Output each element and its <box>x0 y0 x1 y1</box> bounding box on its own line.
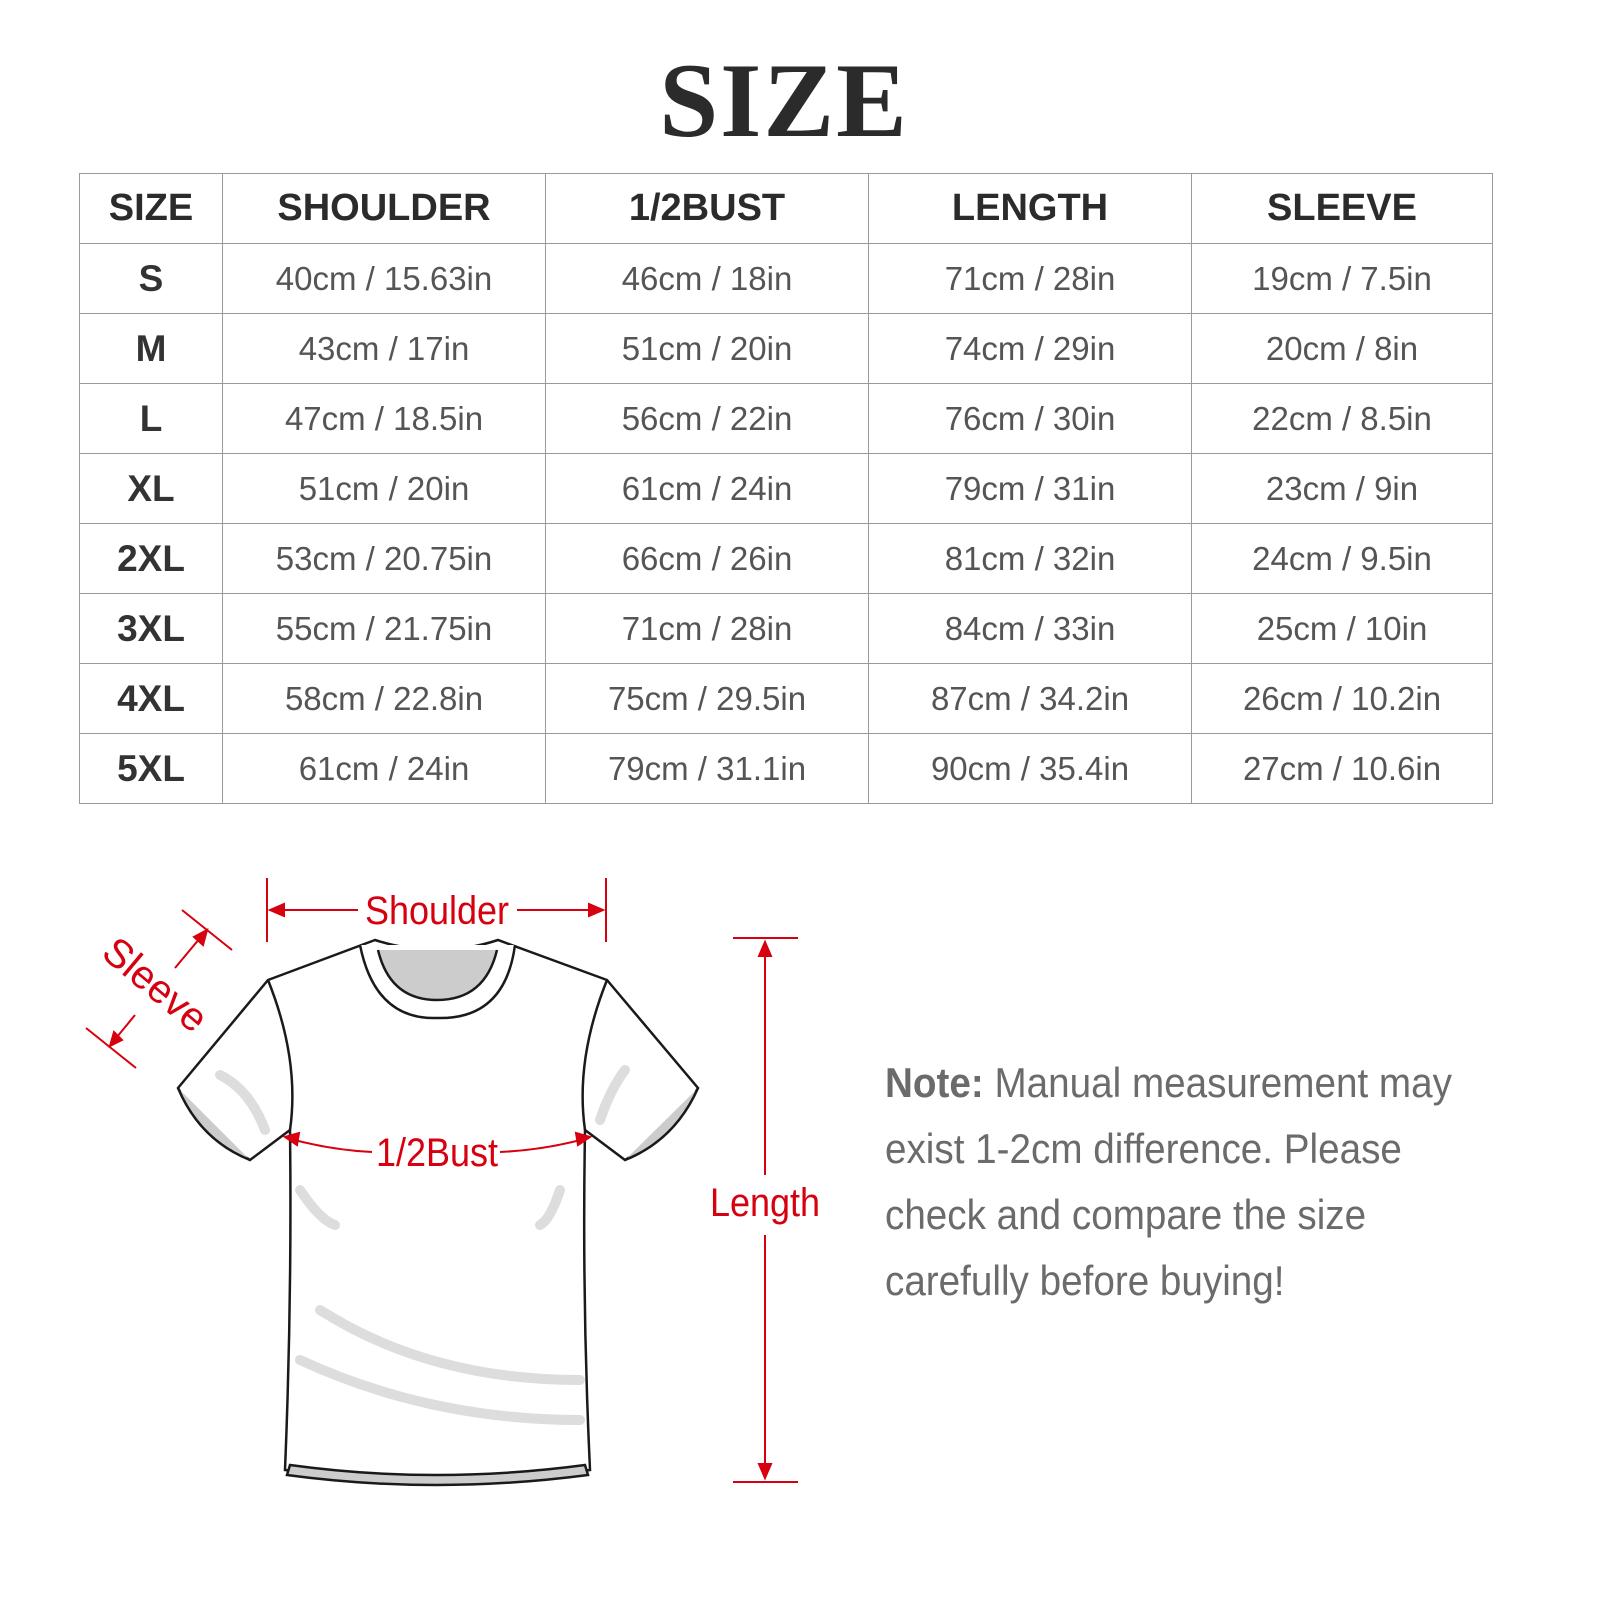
table-row: 5XL 61cm / 24in 79cm / 31.1in 90cm / 35.4in… <box>79 733 1493 804</box>
measurement-cell: 22cm / 8.5in <box>1191 383 1493 454</box>
size-cell: M <box>79 313 223 384</box>
table-row: M 43cm / 17in 51cm / 20in 74cm / 29in 20cm /… <box>79 313 1493 384</box>
measurement-cell: 47cm / 18.5in <box>222 383 546 454</box>
tshirt-measurement-diagram: Shoulder Sleeve 1/2Bust Length <box>85 878 820 1487</box>
column-header-shoulder: SHOULDER <box>222 173 546 244</box>
measurement-cell: 25cm / 10in <box>1191 593 1493 664</box>
size-cell: S <box>79 243 223 314</box>
measurement-cell: 66cm / 26in <box>545 523 869 594</box>
measurement-cell: 26cm / 10.2in <box>1191 663 1493 734</box>
measurement-cell: 51cm / 20in <box>222 453 546 524</box>
size-cell: L <box>79 383 223 454</box>
note-label: Note: <box>885 1059 984 1106</box>
table-row: L 47cm / 18.5in 56cm / 22in 76cm / 30in 22cm… <box>79 383 1493 454</box>
measurement-cell: 71cm / 28in <box>868 243 1192 314</box>
table-row: 3XL 55cm / 21.75in 71cm / 28in 84cm / 33in 2… <box>79 593 1493 664</box>
measurement-cell: 61cm / 24in <box>545 453 869 524</box>
bust-label: 1/2Bust <box>376 1131 498 1175</box>
measurement-cell: 75cm / 29.5in <box>545 663 869 734</box>
measurement-cell: 87cm / 34.2in <box>868 663 1192 734</box>
measurement-cell: 40cm / 15.63in <box>222 243 546 314</box>
measurement-cell: 74cm / 29in <box>868 313 1192 384</box>
column-header-length: LENGTH <box>868 173 1192 244</box>
size-cell: 2XL <box>79 523 223 594</box>
measurement-cell: 27cm / 10.6in <box>1191 733 1493 804</box>
sleeve-label: Sleeve <box>94 929 216 1041</box>
size-cell: 5XL <box>79 733 223 804</box>
measurement-cell: 90cm / 35.4in <box>868 733 1192 804</box>
measurement-cell: 79cm / 31in <box>868 453 1192 524</box>
column-header-sleeve: SLEEVE <box>1191 173 1493 244</box>
shoulder-label: Shoulder <box>365 889 509 933</box>
note-text: Manual measurement may exist 1-2cm diffe… <box>885 1059 1452 1304</box>
measurement-cell: 55cm / 21.75in <box>222 593 546 664</box>
measurement-cell: 81cm / 32in <box>868 523 1192 594</box>
measurement-cell: 84cm / 33in <box>868 593 1192 664</box>
size-cell: 3XL <box>79 593 223 664</box>
size-table: SIZE SHOULDER 1/2BUST LENGTH SLEEVE S 40cm / … <box>79 173 1493 804</box>
measurement-cell: 24cm / 9.5in <box>1191 523 1493 594</box>
measurement-cell: 79cm / 31.1in <box>545 733 869 804</box>
measurement-arrows <box>85 878 798 1483</box>
length-label: Length <box>710 1181 820 1225</box>
size-cell: 4XL <box>79 663 223 734</box>
table-row: 4XL 58cm / 22.8in 75cm / 29.5in 87cm / 34.2… <box>79 663 1493 734</box>
measurement-cell: 23cm / 9in <box>1191 453 1493 524</box>
measurement-cell: 61cm / 24in <box>222 733 546 804</box>
table-row: S 40cm / 15.63in 46cm / 18in 71cm / 28in 19c… <box>79 243 1493 314</box>
measurement-note: Note: Manual measurement may exist 1-2cm… <box>885 1050 1474 1314</box>
column-header-1-2bust: 1/2BUST <box>545 173 869 244</box>
table-header-row: SIZE SHOULDER 1/2BUST LENGTH SLEEVE <box>79 173 1493 244</box>
size-cell: XL <box>79 453 223 524</box>
measurement-cell: 53cm / 20.75in <box>222 523 546 594</box>
tshirt-illustration <box>176 938 700 1487</box>
table-row: XL 51cm / 20in 61cm / 24in 79cm / 31in 23cm … <box>79 453 1493 524</box>
column-header-size: SIZE <box>79 173 223 244</box>
measurement-cell: 19cm / 7.5in <box>1191 243 1493 314</box>
page-title: SIZE <box>659 42 909 159</box>
measurement-cell: 46cm / 18in <box>545 243 869 314</box>
table-row: 2XL 53cm / 20.75in 66cm / 26in 81cm / 32in 2… <box>79 523 1493 594</box>
measurement-cell: 43cm / 17in <box>222 313 546 384</box>
measurement-cell: 56cm / 22in <box>545 383 869 454</box>
measurement-cell: 51cm / 20in <box>545 313 869 384</box>
measurement-cell: 20cm / 8in <box>1191 313 1493 384</box>
measurement-cell: 76cm / 30in <box>868 383 1192 454</box>
measurement-cell: 71cm / 28in <box>545 593 869 664</box>
measurement-cell: 58cm / 22.8in <box>222 663 546 734</box>
